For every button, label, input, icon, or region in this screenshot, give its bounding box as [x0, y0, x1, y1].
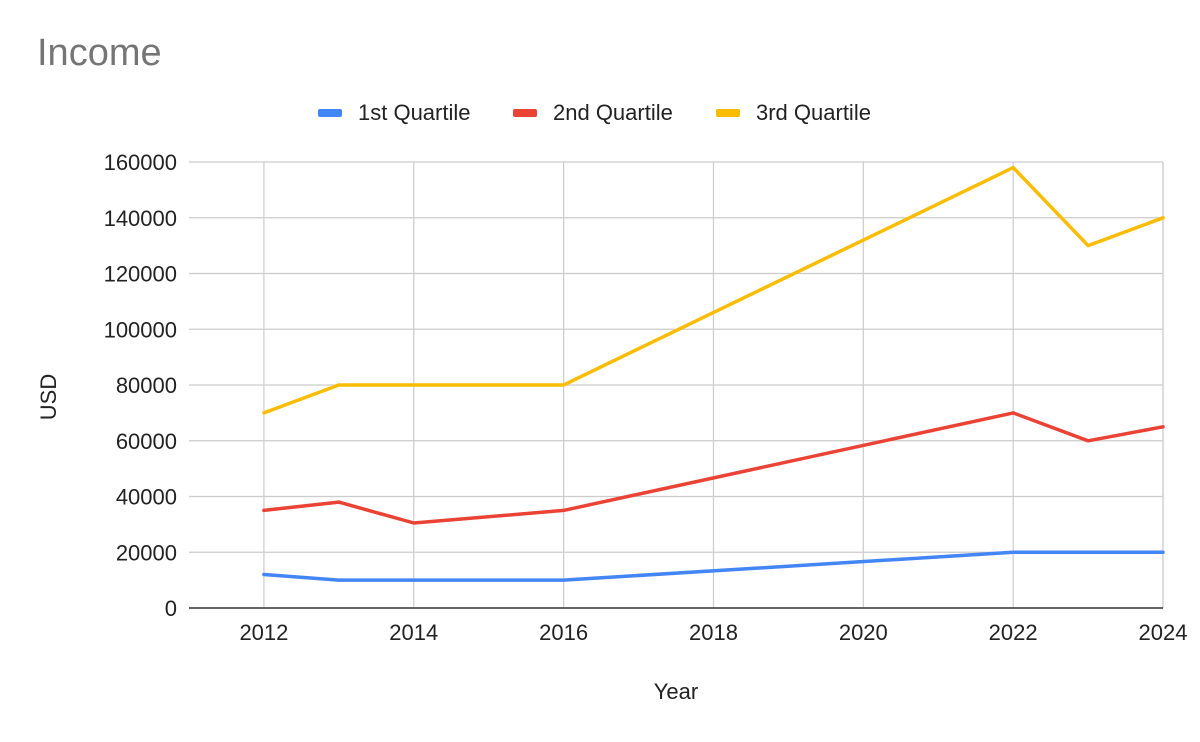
series-line-2 [262, 411, 1165, 525]
legend-swatch-2nd-quartile [513, 109, 537, 117]
x-tick-label: 2020 [839, 620, 888, 645]
y-tick-label: 20000 [116, 540, 177, 565]
legend: 1st Quartile 2nd Quartile 3rd Quartile [0, 98, 1200, 128]
x-tick-label: 2016 [539, 620, 588, 645]
x-tick-label: 2014 [389, 620, 438, 645]
series-line-1 [262, 550, 1165, 582]
y-tick-label: 140000 [104, 206, 177, 231]
legend-item-1st-quartile[interactable]: 1st Quartile [318, 98, 471, 128]
x-tick-label: 2012 [239, 620, 288, 645]
y-tick-label: 60000 [116, 429, 177, 454]
series-line-3 [262, 165, 1165, 415]
legend-item-2nd-quartile[interactable]: 2nd Quartile [513, 98, 673, 128]
x-tick-label: 2024 [1139, 620, 1188, 645]
chart-title: Income [37, 32, 162, 74]
x-axis-title: Year [654, 679, 698, 704]
x-tick-label: 2018 [689, 620, 738, 645]
y-tick-label: 0 [165, 596, 177, 621]
series-lines [262, 165, 1165, 582]
y-tick-label: 100000 [104, 317, 177, 342]
legend-label-3rd-quartile: 3rd Quartile [756, 100, 871, 125]
y-axis-title: USD [36, 374, 61, 420]
legend-label-2nd-quartile: 2nd Quartile [553, 100, 673, 125]
legend-swatch-3rd-quartile [716, 109, 740, 117]
y-tick-label: 80000 [116, 373, 177, 398]
legend-swatch-1st-quartile [318, 109, 342, 117]
y-axis-ticks: 0 20000 40000 60000 80000 100000 120000 140000 1… [104, 150, 177, 621]
y-tick-label: 120000 [104, 262, 177, 287]
legend-item-3rd-quartile[interactable]: 3rd Quartile [716, 98, 871, 128]
x-tick-label: 2022 [989, 620, 1038, 645]
y-tick-label: 160000 [104, 150, 177, 175]
y-tick-label: 40000 [116, 485, 177, 510]
legend-label-1st-quartile: 1st Quartile [358, 100, 471, 125]
x-axis-ticks: 2012 2014 2016 2018 2020 2022 2024 [239, 620, 1187, 645]
